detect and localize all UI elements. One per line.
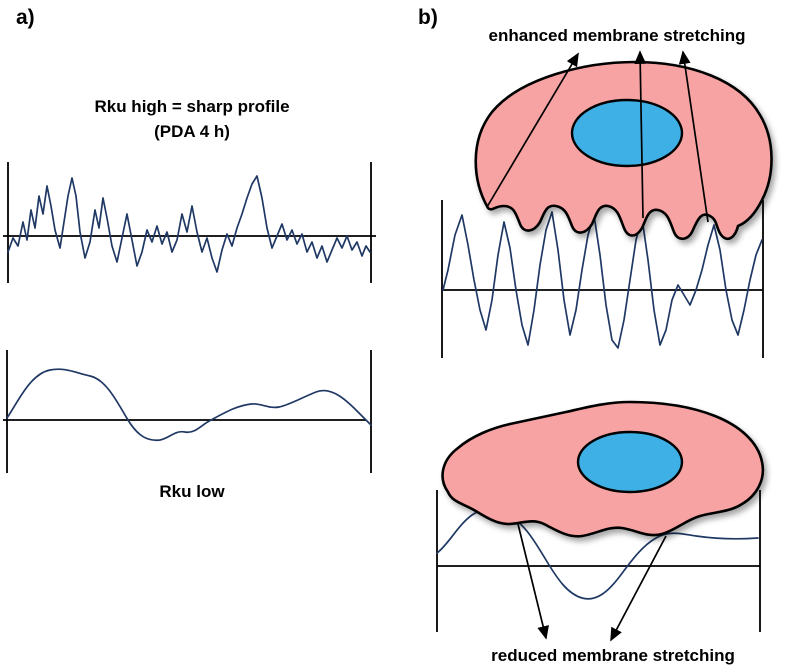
enhanced-arrow-middle [634, 50, 647, 219]
rku-low-caption: Rku low [159, 482, 225, 501]
reduced-arrows [517, 523, 667, 642]
pda-subtitle: (PDA 4 h) [154, 122, 230, 141]
rku-high-title: Rku high = sharp profile [94, 97, 289, 116]
panel-b: b) enhanced membrane stretching [418, 6, 773, 665]
relaxed-cell [441, 400, 765, 538]
smooth-profile-plot: Rku low [3, 350, 372, 501]
reduced-arrow-left [517, 523, 549, 640]
stretched-cell [474, 60, 773, 241]
rough-substrate-waveform [442, 211, 763, 349]
enhanced-arrow-right [678, 50, 709, 223]
panel-a-label: a) [16, 6, 35, 29]
enhanced-stretching-label: enhanced membrane stretching [489, 26, 746, 45]
panel-a: a) Rku high = sharp profile (PDA 4 h) Rk… [3, 6, 376, 501]
enhanced-arrows [486, 50, 709, 223]
smooth-profile-waveform [6, 368, 372, 442]
relaxed-cell-nucleus [576, 430, 684, 494]
panel-b-label: b) [418, 6, 438, 29]
reduced-arrow-right [610, 535, 667, 642]
sharp-profile-waveform [7, 175, 371, 273]
rough-substrate-plot [441, 200, 764, 358]
reduced-stretching-label: reduced membrane stretching [491, 646, 735, 665]
sharp-profile-plot [3, 162, 376, 283]
enhanced-arrow-left [486, 52, 579, 208]
stretched-cell-nucleus [570, 98, 684, 168]
